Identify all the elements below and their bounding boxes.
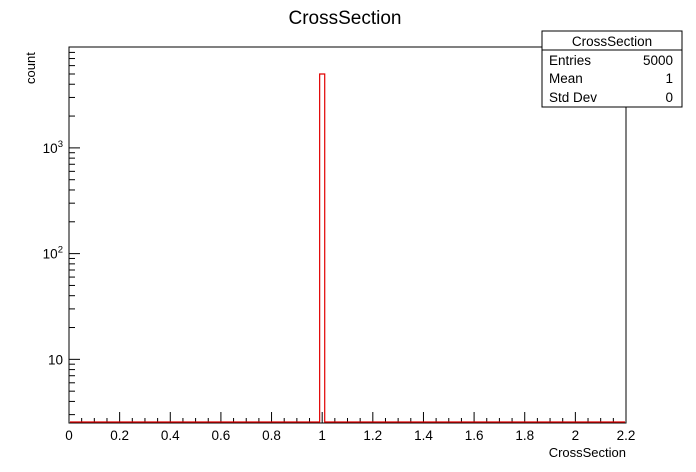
x-axis-label: CrossSection	[549, 445, 626, 460]
x-tick-label: 2.2	[617, 428, 636, 443]
stats-box-frame	[541, 30, 683, 108]
x-tick-label: 0	[65, 428, 73, 443]
y-tick-label: 103	[43, 139, 63, 156]
stats-stddev-value: 0	[665, 90, 673, 105]
y-tick-label-exponent: 3	[58, 139, 63, 150]
y-tick-label: 102	[43, 245, 63, 262]
y-tick-label-exponent: 2	[58, 245, 63, 256]
x-tick-label: 1.4	[414, 428, 433, 443]
x-tick-label: 0.4	[161, 428, 180, 443]
y-tick-label-base: 10	[48, 352, 63, 367]
stats-mean-value: 1	[665, 71, 673, 86]
x-tick-label: 1	[318, 428, 326, 443]
stats-entries-label: Entries	[549, 53, 591, 68]
x-tick-label: 0.8	[262, 428, 281, 443]
x-axis-ticks: 0 0.2 0.4 0.6 0.8 1 1.2 1.4 1.6 1.8 2 2.2	[65, 412, 635, 443]
y-tick-label-base: 10	[43, 247, 58, 262]
chart-title: CrossSection	[289, 8, 402, 29]
stats-box: CrossSection Entries 5000 Mean 1 Std Dev…	[541, 30, 683, 108]
x-tick-label: 1.2	[363, 428, 382, 443]
x-tick-label: 0.2	[110, 428, 129, 443]
x-tick-label: 2	[572, 428, 580, 443]
y-axis-label: count	[23, 52, 38, 84]
y-tick-label-base: 10	[43, 141, 58, 156]
y-tick-label: 10	[48, 352, 63, 367]
x-tick-label: 1.8	[515, 428, 534, 443]
stats-stddev-label: Std Dev	[549, 90, 597, 105]
x-tick-label: 0.6	[212, 428, 231, 443]
x-tick-label: 1.6	[465, 428, 484, 443]
stats-entries-value: 5000	[643, 53, 673, 68]
histogram-bar-path	[70, 73, 625, 423]
stats-mean-label: Mean	[549, 71, 583, 86]
histogram-series	[70, 73, 625, 423]
stats-box-title: CrossSection	[572, 34, 652, 49]
